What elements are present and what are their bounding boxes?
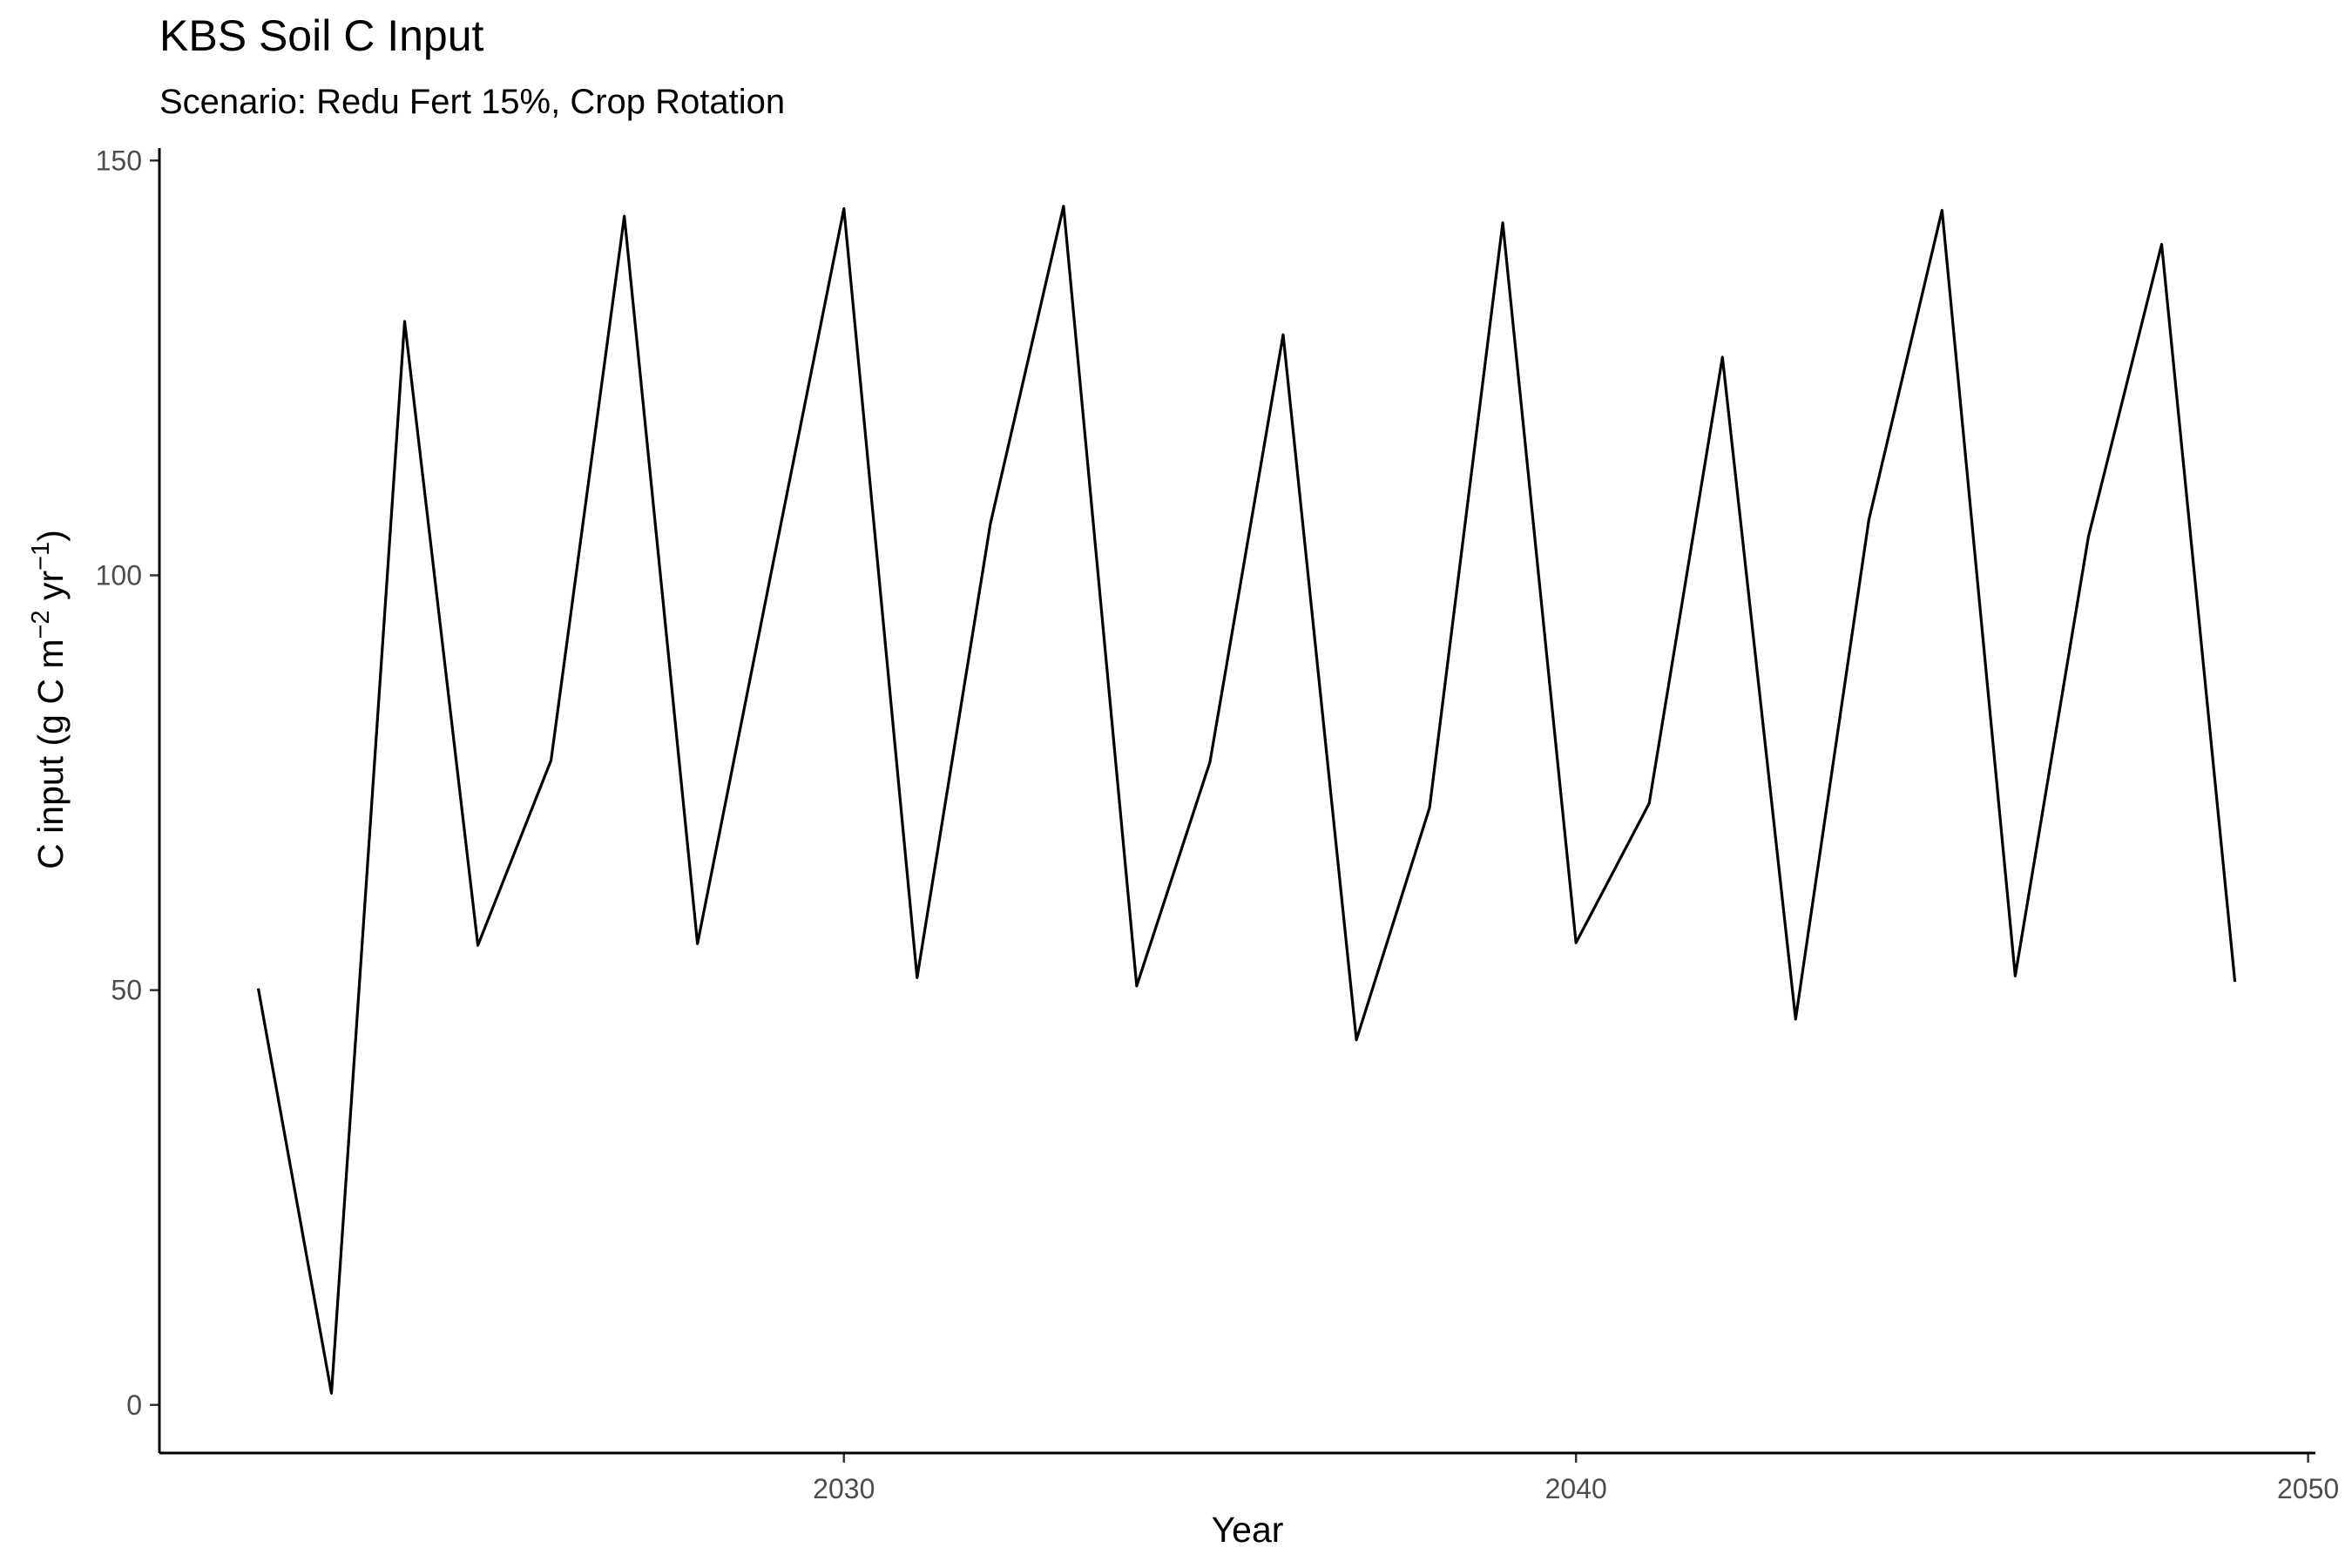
x-axis-ticks: 2030 2040 2050 bbox=[813, 1453, 2339, 1504]
y-tick-label: 150 bbox=[96, 145, 142, 176]
y-tick-label: 100 bbox=[96, 559, 142, 591]
y-axis-title-end: ) bbox=[30, 530, 71, 542]
series-line bbox=[256, 205, 2237, 1396]
y-tick-label: 0 bbox=[126, 1389, 142, 1421]
y-axis-title: C input (g C m−2 yr−1) bbox=[27, 530, 71, 869]
y-tick-label: 50 bbox=[111, 975, 142, 1006]
x-tick-label: 2050 bbox=[2277, 1473, 2339, 1504]
x-tick-label: 2040 bbox=[1545, 1473, 1607, 1504]
series-group bbox=[256, 205, 2237, 1396]
y-axis-title-mid: yr bbox=[30, 571, 71, 611]
y-axis-title-sup2: −1 bbox=[27, 542, 55, 571]
chart-subtitle: Scenario: Redu Fert 15%, Crop Rotation bbox=[159, 83, 785, 121]
y-axis-ticks: 0 50 100 150 bbox=[96, 145, 159, 1421]
x-tick-label: 2030 bbox=[813, 1473, 875, 1504]
y-axis-title-base: C input (g C m bbox=[30, 639, 71, 869]
x-axis-title: Year bbox=[1212, 1510, 1284, 1550]
chart-title: KBS Soil C Input bbox=[159, 11, 484, 60]
y-axis-title-sup1: −2 bbox=[27, 610, 55, 639]
